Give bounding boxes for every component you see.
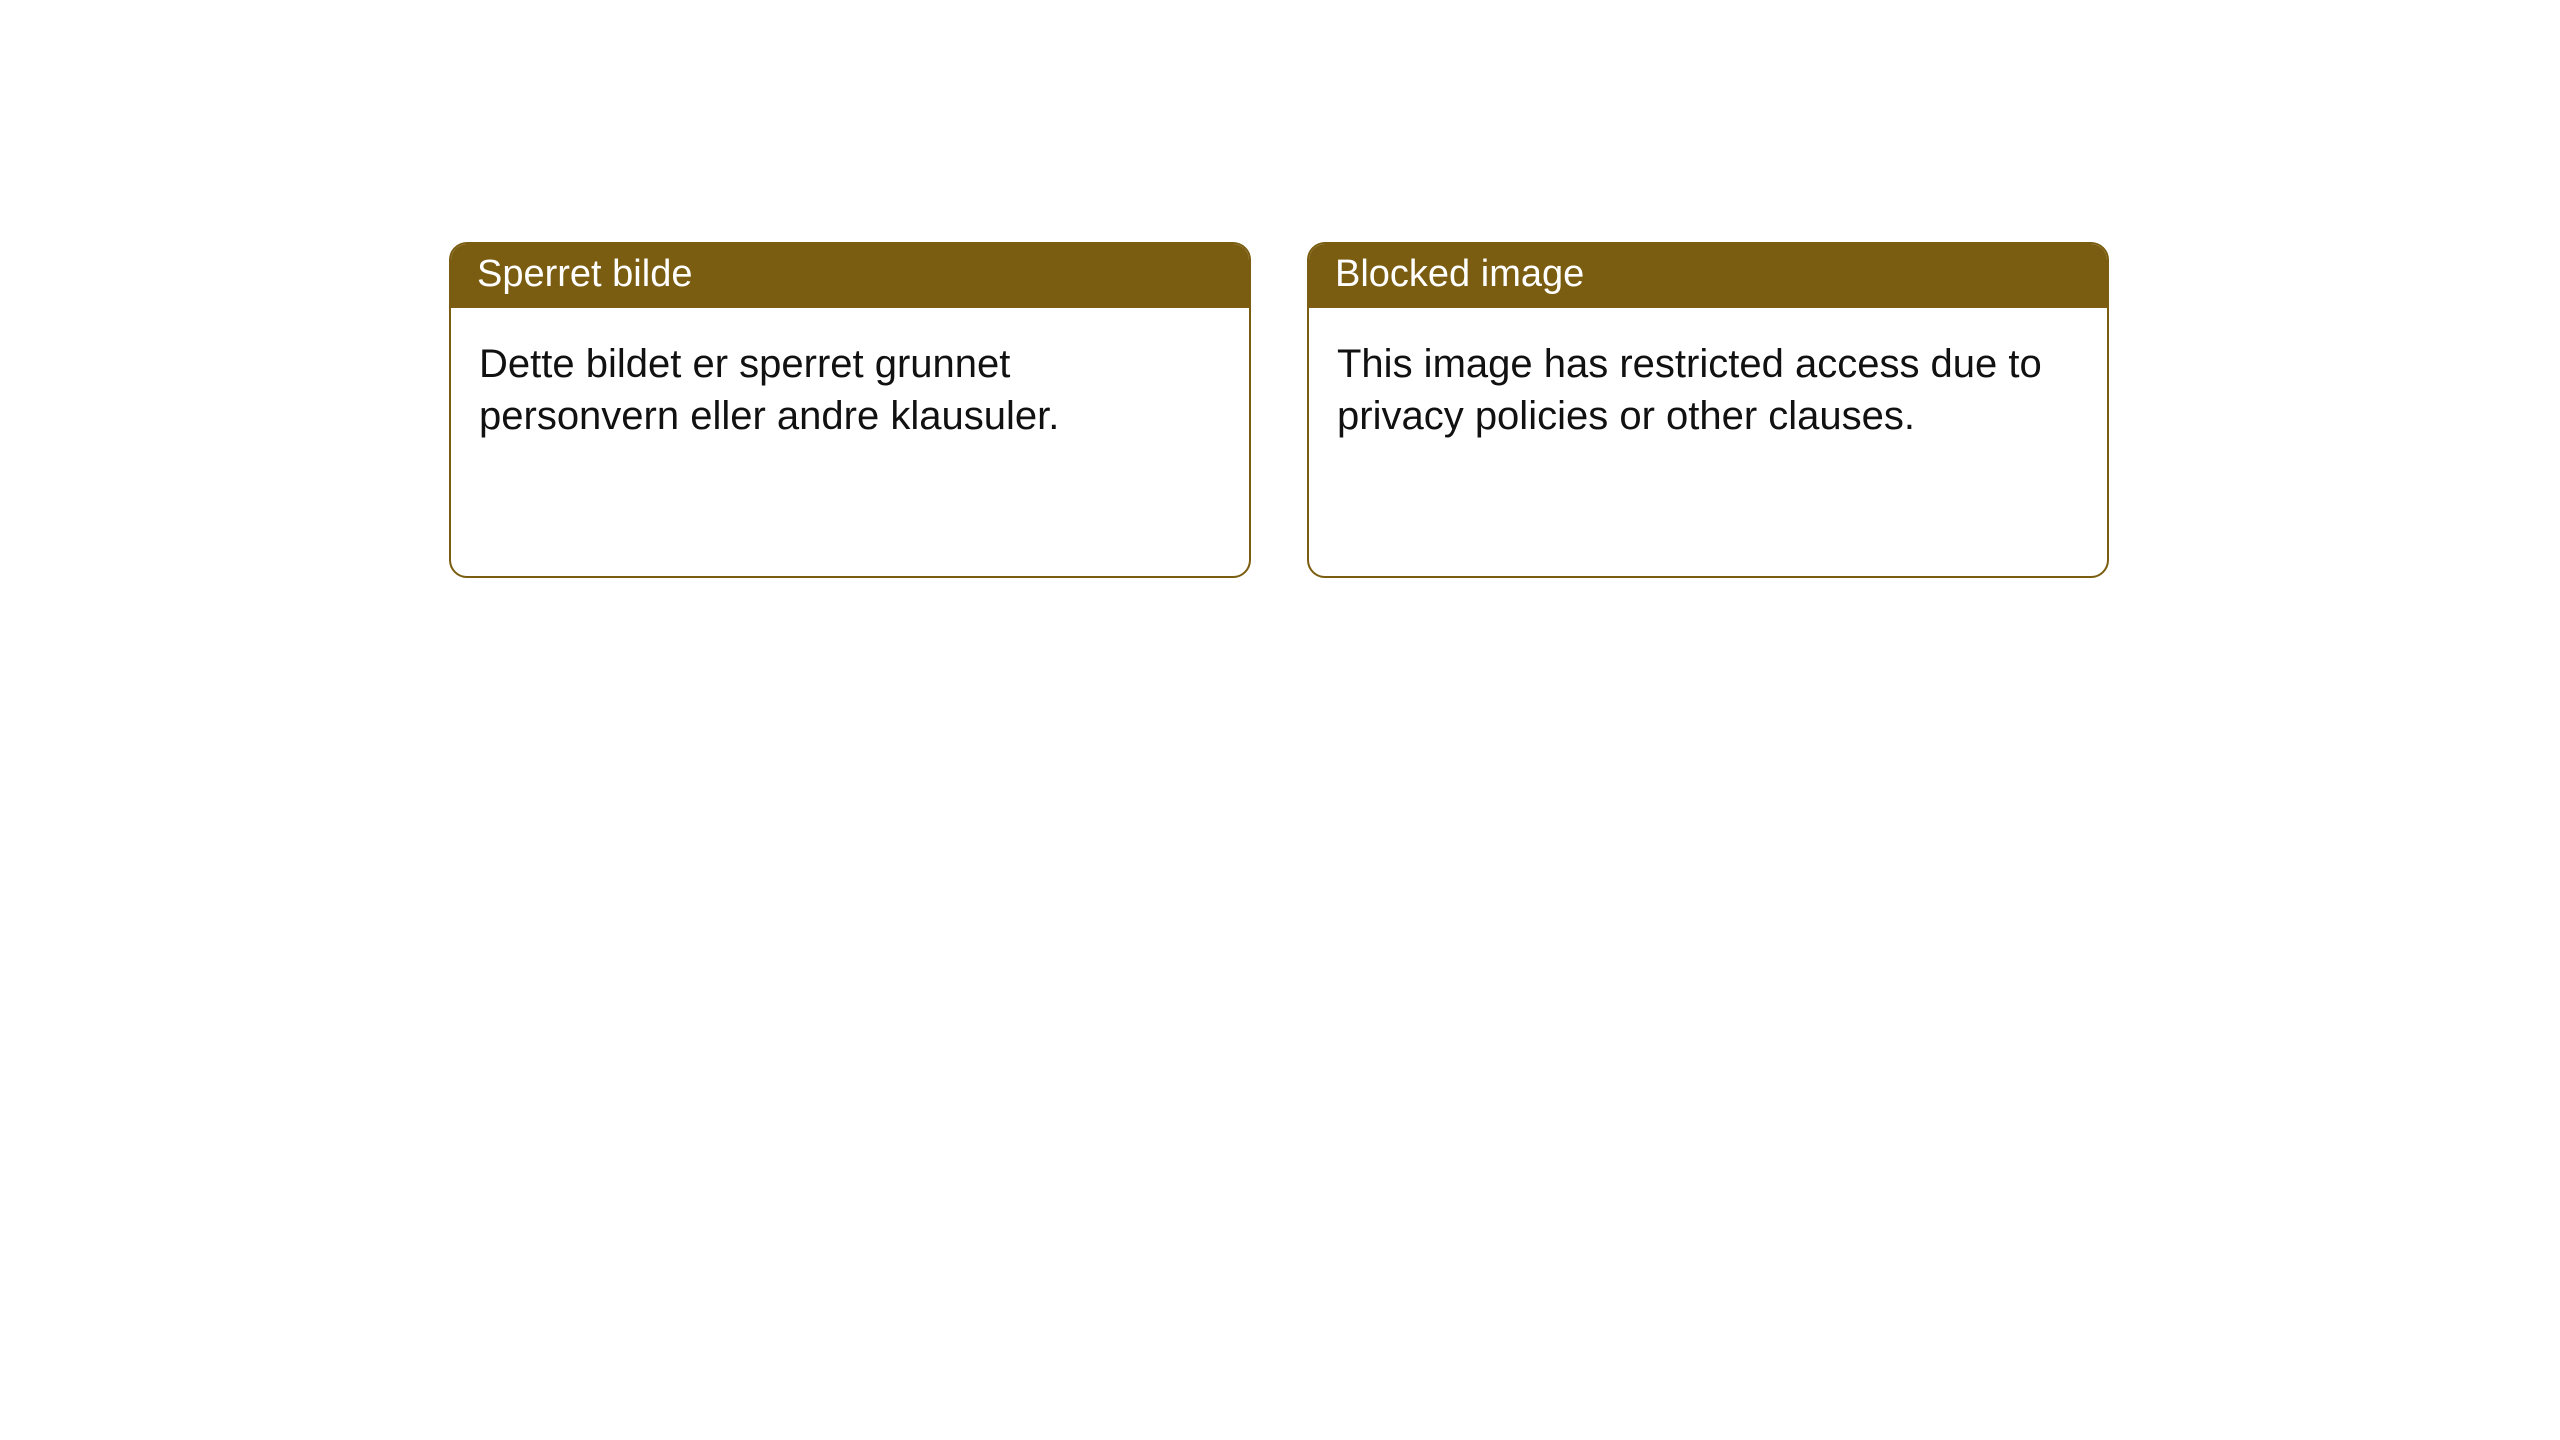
notice-card-norwegian: Sperret bilde Dette bildet er sperret gr…: [449, 242, 1251, 578]
notice-container: Sperret bilde Dette bildet er sperret gr…: [449, 242, 2109, 578]
notice-body: Dette bildet er sperret grunnet personve…: [451, 308, 1249, 472]
notice-header: Blocked image: [1309, 244, 2107, 308]
notice-card-english: Blocked image This image has restricted …: [1307, 242, 2109, 578]
notice-header: Sperret bilde: [451, 244, 1249, 308]
notice-body: This image has restricted access due to …: [1309, 308, 2107, 472]
